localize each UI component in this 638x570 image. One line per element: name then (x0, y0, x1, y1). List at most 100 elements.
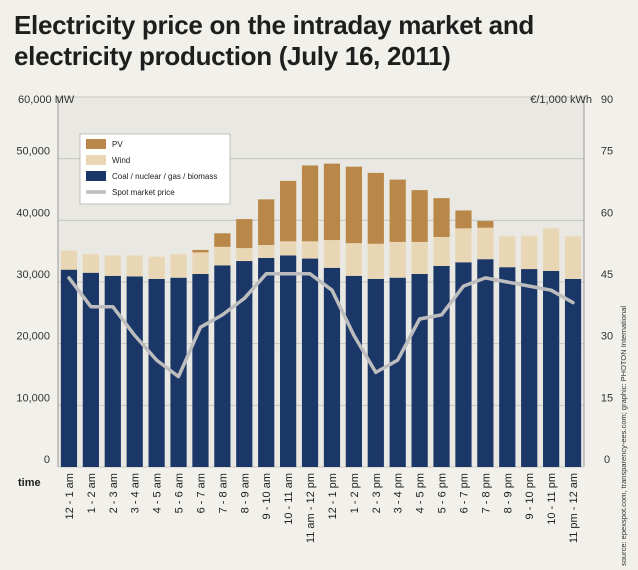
legend-swatch (86, 155, 106, 165)
bar-conventional (455, 262, 472, 467)
x-tick-label: 5 - 6 pm (437, 473, 449, 513)
legend-swatch (86, 171, 106, 181)
x-tick-label: 8 - 9 pm (502, 473, 514, 513)
x-tick-label: 10 - 11 pm (546, 473, 558, 525)
x-tick-label: 12 - 1 am (64, 473, 76, 519)
y-axis-label: 60,000 MW (18, 94, 75, 106)
bar-pv (258, 199, 275, 245)
x-tick-label: 6 - 7 am (196, 473, 208, 513)
x-tick-label: 4 - 5 pm (415, 473, 427, 513)
legend-label: Wind (112, 156, 130, 165)
y-right-tick-label: 60 (601, 207, 613, 219)
y-tick-label: 10,000 (16, 392, 50, 404)
bar-wind (499, 236, 516, 268)
bar-conventional (411, 273, 428, 467)
bar-conventional (433, 265, 450, 467)
x-tick-label: 2 - 3 pm (371, 473, 383, 513)
bar-wind (521, 235, 538, 270)
bar-pv (214, 233, 231, 247)
bar-pv (192, 249, 209, 253)
bar-conventional (214, 265, 231, 467)
bar-wind (170, 254, 187, 278)
bar-wind (323, 240, 341, 268)
bar-wind (280, 241, 297, 256)
bar-conventional (104, 275, 121, 467)
bar-wind (104, 255, 121, 276)
bar-wind (477, 227, 494, 260)
legend-label: Spot market price (112, 188, 175, 197)
bar-pv (236, 219, 253, 249)
bar-conventional (499, 267, 516, 467)
y-tick-label: 0 (44, 454, 50, 466)
x-tick-label: 1 - 2 pm (349, 473, 361, 513)
bar-wind (367, 243, 384, 279)
y-right-tick-label: 30 (601, 331, 613, 343)
x-tick-label: 11 am - 12 pm (305, 473, 317, 543)
bar-wind (126, 255, 143, 277)
legend-label: PV (112, 140, 123, 149)
bar-pv (301, 165, 319, 242)
x-tick-label: 2 - 3 am (108, 473, 120, 513)
bar-wind (214, 246, 231, 266)
bar-conventional (543, 270, 560, 467)
x-tick-label: 8 - 9 am (239, 473, 251, 513)
bar-wind (543, 228, 560, 271)
x-axis-label: time (18, 477, 41, 489)
y-right-tick-label: 45 (601, 269, 613, 281)
y-right-tick-label: 75 (601, 146, 613, 158)
bar-pv (345, 166, 362, 244)
bar-conventional (60, 269, 78, 467)
bar-wind (148, 256, 165, 279)
y-right-tick-label: 0 (604, 454, 610, 466)
y-tick-label: 50,000 (16, 146, 50, 158)
bar-wind (455, 228, 472, 263)
x-tick-label: 10 - 11 am (283, 473, 295, 525)
x-tick-label: 9 - 10 pm (524, 473, 536, 519)
bar-wind (389, 241, 406, 278)
bar-wind (192, 252, 209, 274)
legend-label: Coal / nuclear / gas / biomass (112, 172, 217, 181)
x-tick-label: 1 - 2 am (86, 473, 98, 513)
bar-conventional (126, 276, 143, 467)
bar-wind (82, 254, 99, 273)
y-tick-label: 40,000 (16, 207, 50, 219)
bar-conventional (192, 273, 209, 467)
legend-swatch (86, 139, 106, 149)
bar-conventional (258, 257, 275, 467)
bar-conventional (148, 278, 165, 467)
bar-pv (455, 210, 472, 229)
bar-conventional (82, 272, 99, 467)
bar-wind (345, 243, 362, 276)
bar-pv (389, 179, 406, 242)
source-credit: source: epexspot.com, transparency-ees.c… (619, 306, 628, 566)
y-tick-label: 30,000 (16, 269, 50, 281)
y-tick-label: 20,000 (16, 331, 50, 343)
bar-conventional (521, 269, 538, 467)
x-tick-label: 5 - 6 am (174, 473, 186, 513)
bar-conventional (236, 261, 253, 467)
bar-pv (367, 172, 384, 244)
bar-wind (60, 250, 78, 270)
bar-conventional (389, 277, 406, 467)
bar-pv (411, 190, 428, 242)
x-tick-label: 4 - 5 am (152, 473, 164, 513)
bar-wind (301, 241, 319, 259)
x-tick-label: 12 - 1 pm (327, 473, 339, 519)
bar-wind (433, 236, 450, 266)
x-tick-label: 6 - 7 pm (459, 473, 471, 513)
spot-price-line (67, 272, 575, 379)
x-tick-label: 7 - 8 am (217, 473, 229, 513)
bar-conventional (564, 278, 582, 467)
bar-pv (323, 163, 341, 241)
bar-conventional (345, 275, 362, 467)
bar-conventional (301, 258, 319, 467)
bar-pv (433, 198, 450, 237)
x-tick-label: 11 pm - 12 am (568, 473, 580, 543)
x-tick-label: 3 - 4 am (130, 473, 142, 513)
bar-pv (280, 180, 297, 242)
bar-wind (411, 241, 428, 274)
bar-pv (477, 220, 494, 228)
bar-wind (258, 245, 275, 258)
x-tick-label: 3 - 4 pm (393, 473, 405, 513)
